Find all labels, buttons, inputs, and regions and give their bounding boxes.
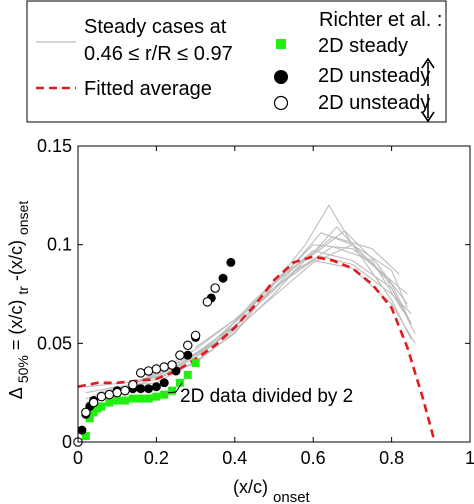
- legend-2d-steady-label: 2D steady: [318, 35, 408, 57]
- legend-2d-unsteady-down-marker: [273, 95, 289, 111]
- unsteady-up-point: [218, 273, 228, 283]
- annotation-pointer: [167, 391, 177, 394]
- unsteady-down-point: [175, 350, 185, 360]
- unsteady-down-point: [112, 387, 122, 398]
- legend: Steady cases at 0.46 ≤ r/R ≤ 0.97 Fitted…: [26, 0, 447, 123]
- unsteady-down-point: [104, 389, 115, 400]
- x-tick-label: 0.2: [144, 448, 169, 468]
- y-axis-label-mid2: -(x/c): [6, 240, 26, 281]
- annotation: 2D data divided by 2: [167, 382, 353, 407]
- legend-steady-cases-label-1: Steady cases at: [84, 16, 227, 38]
- arrow-down-icon: [421, 94, 435, 123]
- unsteady-down-point: [128, 380, 138, 390]
- steady-2d-point: [168, 386, 177, 395]
- steady-2d-point: [183, 370, 192, 379]
- x-tick-label: 0.4: [222, 448, 247, 468]
- steady-2d-point: [144, 394, 153, 403]
- legend-richter-title: Richter et al. :: [319, 9, 442, 31]
- y-tick-label: 0.15: [37, 136, 72, 156]
- y-axis-label-sub-onset: onset: [15, 201, 31, 235]
- steady-2d-point: [105, 398, 114, 407]
- annotation-label: 2D data divided by 2: [180, 386, 353, 407]
- annotation-pointer: [175, 382, 183, 393]
- unsteady-down-point: [81, 407, 91, 418]
- y-axis-label-delta: Δ: [6, 387, 26, 399]
- y-tick-label: 0.05: [37, 333, 72, 353]
- steady-2d-point: [128, 394, 137, 403]
- steady-2d-point: [175, 378, 184, 387]
- unsteady-down-point: [159, 362, 169, 372]
- x-tick-label: 0.8: [379, 448, 404, 468]
- unsteady-up-point: [183, 350, 193, 360]
- y-axis-label: Δ 50% = (x/c) tr -(x/c) onset: [6, 201, 32, 400]
- unsteady-down-point: [183, 340, 193, 351]
- x-tick-label: 0.6: [301, 448, 326, 468]
- steady-case-line: [195, 244, 408, 348]
- x-axis-label-sub: onset: [273, 489, 311, 504]
- steady-2d-point: [191, 359, 200, 368]
- axes: 0 0.2 0.4 0.6 0.8 1 0 0.05 0.1 0.15: [37, 136, 474, 468]
- unsteady-down-point: [151, 364, 162, 374]
- x-tick-label: 0: [73, 448, 83, 468]
- unsteady-down-point: [190, 330, 201, 341]
- steady-2d-point: [136, 394, 145, 403]
- y-axis-label-sub-tr: tr: [15, 286, 31, 295]
- steady-cases-layer: [85, 204, 416, 404]
- y-tick-label: 0: [62, 432, 72, 452]
- unsteady-up-point: [77, 425, 87, 435]
- steady-2d-point: [152, 392, 161, 401]
- steady-case-line: [85, 259, 416, 400]
- unsteady-up-point: [159, 378, 169, 388]
- steady-case-line: [175, 245, 404, 368]
- unsteady-down-point: [167, 360, 177, 370]
- axes-frame: [77, 145, 471, 443]
- unsteady-down-point: [120, 385, 130, 396]
- unsteady-down-point: [143, 366, 154, 376]
- y-axis-label-mid: = (x/c): [6, 300, 26, 351]
- y-tick-label: 0.1: [47, 235, 72, 255]
- arrow-up-icon: [421, 57, 435, 86]
- unsteady-down-point: [88, 397, 99, 408]
- x-axis-label: (x/c) onset: [233, 477, 311, 504]
- unsteady-up-point: [136, 384, 146, 394]
- legend-2d-unsteady-up-marker: [274, 70, 288, 84]
- steady-2d-point: [121, 396, 130, 405]
- legend-box: [26, 0, 447, 123]
- marker-layer: [73, 257, 236, 447]
- legend-2d-unsteady-down-label: 2D unsteady: [318, 92, 430, 114]
- steady-2d-point: [81, 432, 90, 441]
- x-axis-label-main: (x/c): [233, 477, 268, 497]
- legend-2d-steady-marker: [276, 39, 286, 49]
- steady-case-line: [85, 204, 412, 394]
- legend-steady-cases-label-2: 0.46 ≤ r/R ≤ 0.97: [84, 43, 233, 65]
- legend-fitted-label: Fitted average: [84, 78, 212, 100]
- y-axis-label-sub-50: 50%: [15, 355, 31, 383]
- unsteady-down-point: [210, 283, 220, 293]
- unsteady-down-point: [202, 297, 213, 307]
- x-tick-label: 1: [465, 448, 474, 468]
- legend-2d-unsteady-up-label: 2D unsteady: [318, 65, 430, 87]
- steady-2d-point: [160, 390, 169, 399]
- steady-2d-point: [97, 402, 106, 411]
- unsteady-up-point: [144, 384, 154, 394]
- steady-2d-point: [113, 396, 122, 405]
- unsteady-down-point: [135, 368, 146, 378]
- unsteady-down-point: [96, 391, 107, 402]
- unsteady-up-point: [226, 257, 236, 267]
- plot-area: 2D data divided by 2 0 0.2 0.4 0.6 0.8 1 0 0.05…: [6, 136, 474, 504]
- steady-case-line: [156, 244, 408, 380]
- steady-2d-point: [85, 414, 94, 423]
- unsteady-up-point: [151, 382, 161, 392]
